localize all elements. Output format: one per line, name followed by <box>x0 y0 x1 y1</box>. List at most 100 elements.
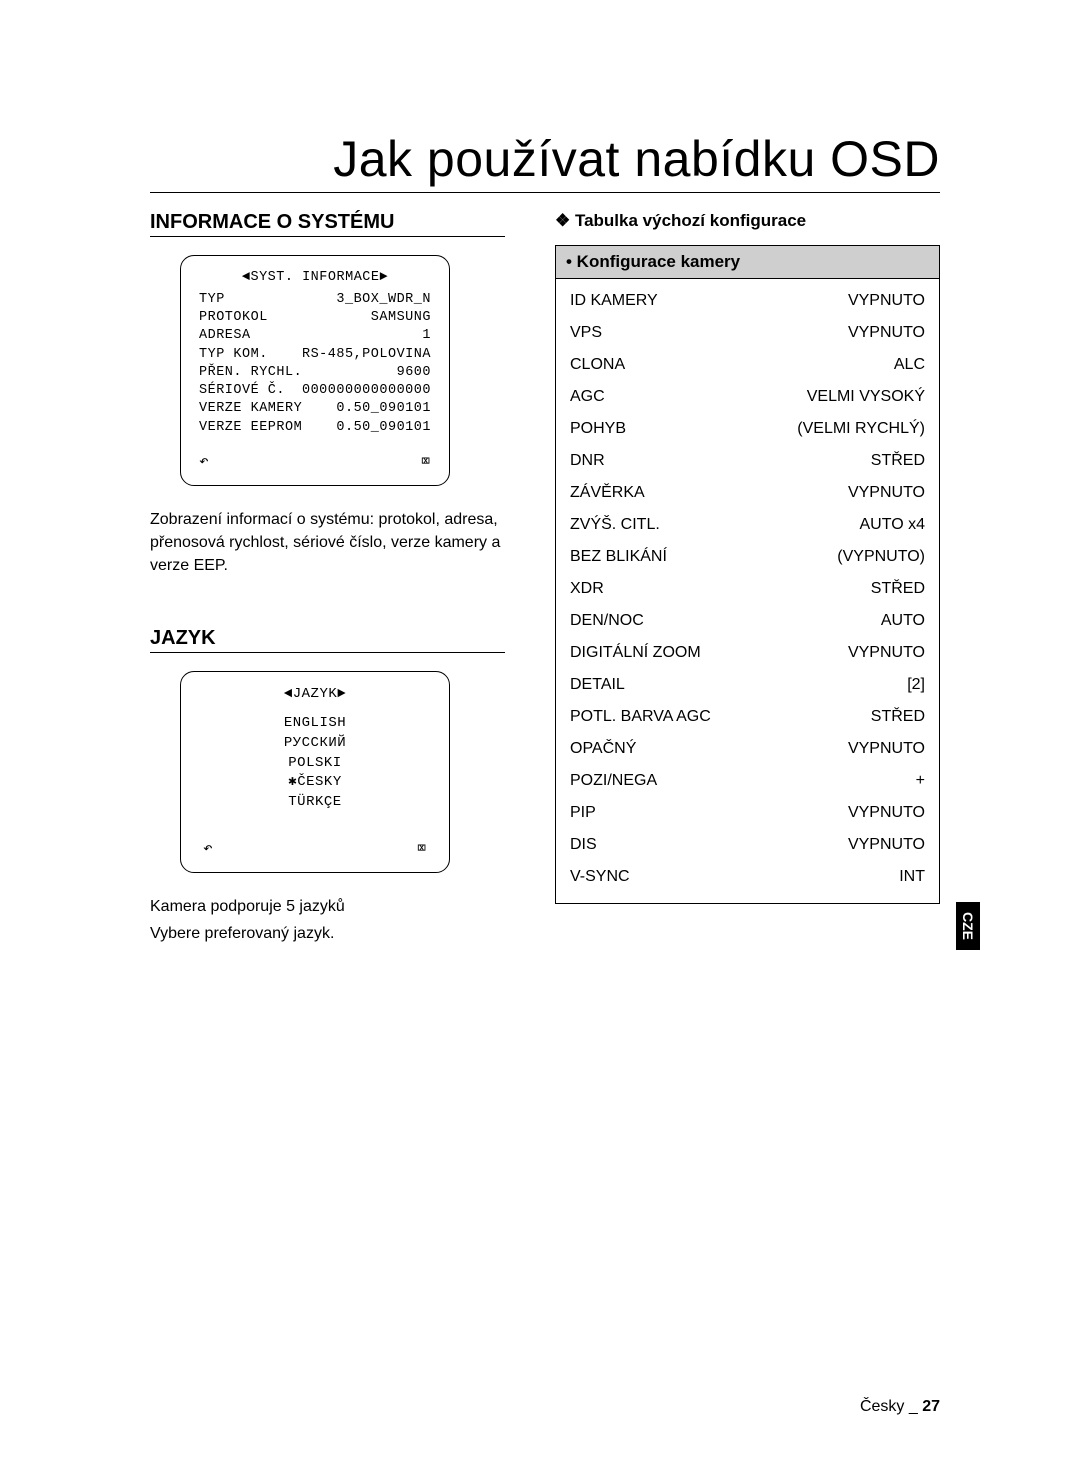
config-label: DNR <box>570 452 605 470</box>
config-label: BEZ BLIKÁNÍ <box>570 548 667 566</box>
config-table-header: • Konfigurace kamery <box>556 246 939 279</box>
osd-value: 000000000000000 <box>302 382 431 400</box>
config-label: DIS <box>570 836 597 854</box>
osd-value: 0.50_090101 <box>336 419 431 437</box>
lang-item: ENGLISH <box>203 714 427 734</box>
osd-row: TYP 3_BOX_WDR_N <box>199 291 431 309</box>
config-row: DIGITÁLNÍ ZOOM VYPNUTO <box>570 637 925 669</box>
osd-row: TYP KOM. RS-485,POLOVINA <box>199 346 431 364</box>
config-value: VELMI VYSOKÝ <box>807 388 925 406</box>
config-value: ALC <box>894 356 925 374</box>
config-label: POZI/NEGA <box>570 772 657 790</box>
osd-label: VERZE EEPROM <box>199 419 302 437</box>
lang-item: TÜRKÇE <box>203 793 427 813</box>
config-row: POTL. BARVA AGC STŘED <box>570 701 925 733</box>
system-info-description: Zobrazení informací o systému: protokol,… <box>150 508 505 578</box>
config-value: VYPNUTO <box>848 836 925 854</box>
osd-label: ADRESA <box>199 327 251 345</box>
language-desc-2: Vybere preferovaný jazyk. <box>150 922 505 945</box>
config-label: DEN/NOC <box>570 612 644 630</box>
system-info-heading: INFORMACE O SYSTÉMU <box>150 211 505 237</box>
config-row: PIP VYPNUTO <box>570 797 925 829</box>
config-row: V-SYNC INT <box>570 861 925 893</box>
config-row: ID KAMERYVYPNUTO <box>570 285 925 317</box>
language-osd: ◄JAZYK► ENGLISH РУССКИЙ POLSKI ✱ČESKY TÜ… <box>180 671 450 873</box>
page-title: Jak používat nabídku OSD <box>150 130 940 193</box>
osd-label: TYP <box>199 291 225 309</box>
config-label: PIP <box>570 804 596 822</box>
config-row: ZÁVĚRKA VYPNUTO <box>570 477 925 509</box>
config-row: AGC VELMI VYSOKÝ <box>570 381 925 413</box>
config-row: BEZ BLIKÁNÍ (VYPNUTO) <box>570 541 925 573</box>
config-row: DETAIL [2] <box>570 669 925 701</box>
footer-separator: _ <box>909 1398 918 1415</box>
config-value: VYPNUTO <box>848 324 925 342</box>
config-value: (VELMI RYCHLÝ) <box>797 420 925 438</box>
osd-value: RS-485,POLOVINA <box>302 346 431 364</box>
config-row: XDRSTŘED <box>570 573 925 605</box>
config-label: DETAIL <box>570 676 625 694</box>
config-row: ZVÝŠ. CITL. AUTO x4 <box>570 509 925 541</box>
config-label: POHYB <box>570 420 626 438</box>
config-row: VPSVYPNUTO <box>570 317 925 349</box>
config-row: DNR STŘED <box>570 445 925 477</box>
footer-language: Česky <box>860 1398 904 1415</box>
osd-title: ◄SYST. INFORMACE► <box>199 270 431 285</box>
config-label: OPAČNÝ <box>570 740 636 758</box>
lang-item: POLSKI <box>203 754 427 774</box>
config-value: STŘED <box>871 580 925 598</box>
config-label: DIGITÁLNÍ ZOOM <box>570 644 701 662</box>
config-label: AGC <box>570 388 605 406</box>
close-icon: ⌧ <box>421 451 431 471</box>
footer-page-number: 27 <box>922 1398 940 1415</box>
osd-value: 9600 <box>397 364 431 382</box>
config-label: ZVÝŠ. CITL. <box>570 516 660 534</box>
osd-label: PROTOKOL <box>199 309 268 327</box>
config-row: CLONA ALC <box>570 349 925 381</box>
config-label: POTL. BARVA AGC <box>570 708 711 726</box>
config-value: STŘED <box>871 708 925 726</box>
osd-value: SAMSUNG <box>371 309 431 327</box>
osd-row: VERZE KAMERY0.50_090101 <box>199 400 431 418</box>
config-value: VYPNUTO <box>848 484 925 502</box>
osd-label: PŘEN. RYCHL. <box>199 364 302 382</box>
language-heading: JAZYK <box>150 627 505 653</box>
config-value: VYPNUTO <box>848 804 925 822</box>
osd-label: VERZE KAMERY <box>199 400 302 418</box>
config-label: CLONA <box>570 356 625 374</box>
config-table: • Konfigurace kamery ID KAMERYVYPNUTO VP… <box>555 245 940 904</box>
language-desc-1: Kamera podporuje 5 jazyků <box>150 895 505 918</box>
osd-label: SÉRIOVÉ Č. <box>199 382 285 400</box>
osd-row: SÉRIOVÉ Č. 000000000000000 <box>199 382 431 400</box>
config-label: ZÁVĚRKA <box>570 484 645 502</box>
config-label: ID KAMERY <box>570 292 658 310</box>
config-value: (VYPNUTO) <box>837 548 925 566</box>
config-value: VYPNUTO <box>848 740 925 758</box>
config-row: DEN/NOCAUTO <box>570 605 925 637</box>
config-value: VYPNUTO <box>848 644 925 662</box>
system-info-osd: ◄SYST. INFORMACE► TYP 3_BOX_WDR_N PROTOKO… <box>180 255 450 486</box>
back-icon: ↶ <box>199 451 209 471</box>
osd-row: ADRESA1 <box>199 327 431 345</box>
osd-label: TYP KOM. <box>199 346 268 364</box>
osd-row: PROTOKOL SAMSUNG <box>199 309 431 327</box>
back-icon: ↶ <box>203 838 213 858</box>
config-label: V-SYNC <box>570 868 630 886</box>
config-row: OPAČNÝ VYPNUTO <box>570 733 925 765</box>
lang-item: РУССКИЙ <box>203 734 427 754</box>
language-tab: CZE <box>956 902 980 950</box>
osd-title: ◄JAZYK► <box>203 686 427 702</box>
config-value: [2] <box>907 676 925 694</box>
osd-row: VERZE EEPROM 0.50_090101 <box>199 419 431 437</box>
close-icon: ⌧ <box>417 838 427 858</box>
config-value: STŘED <box>871 452 925 470</box>
osd-row: PŘEN. RYCHL. 9600 <box>199 364 431 382</box>
config-row: POHYB (VELMI RYCHLÝ) <box>570 413 925 445</box>
default-config-heading: ❖ Tabulka výchozí konfigurace <box>555 211 940 231</box>
config-value: INT <box>899 868 925 886</box>
config-value: AUTO x4 <box>860 516 926 534</box>
config-row: DIS VYPNUTO <box>570 829 925 861</box>
osd-value: 3_BOX_WDR_N <box>336 291 431 309</box>
page-footer: Česky _ 27 <box>860 1398 940 1416</box>
lang-item: ✱ČESKY <box>203 773 427 793</box>
